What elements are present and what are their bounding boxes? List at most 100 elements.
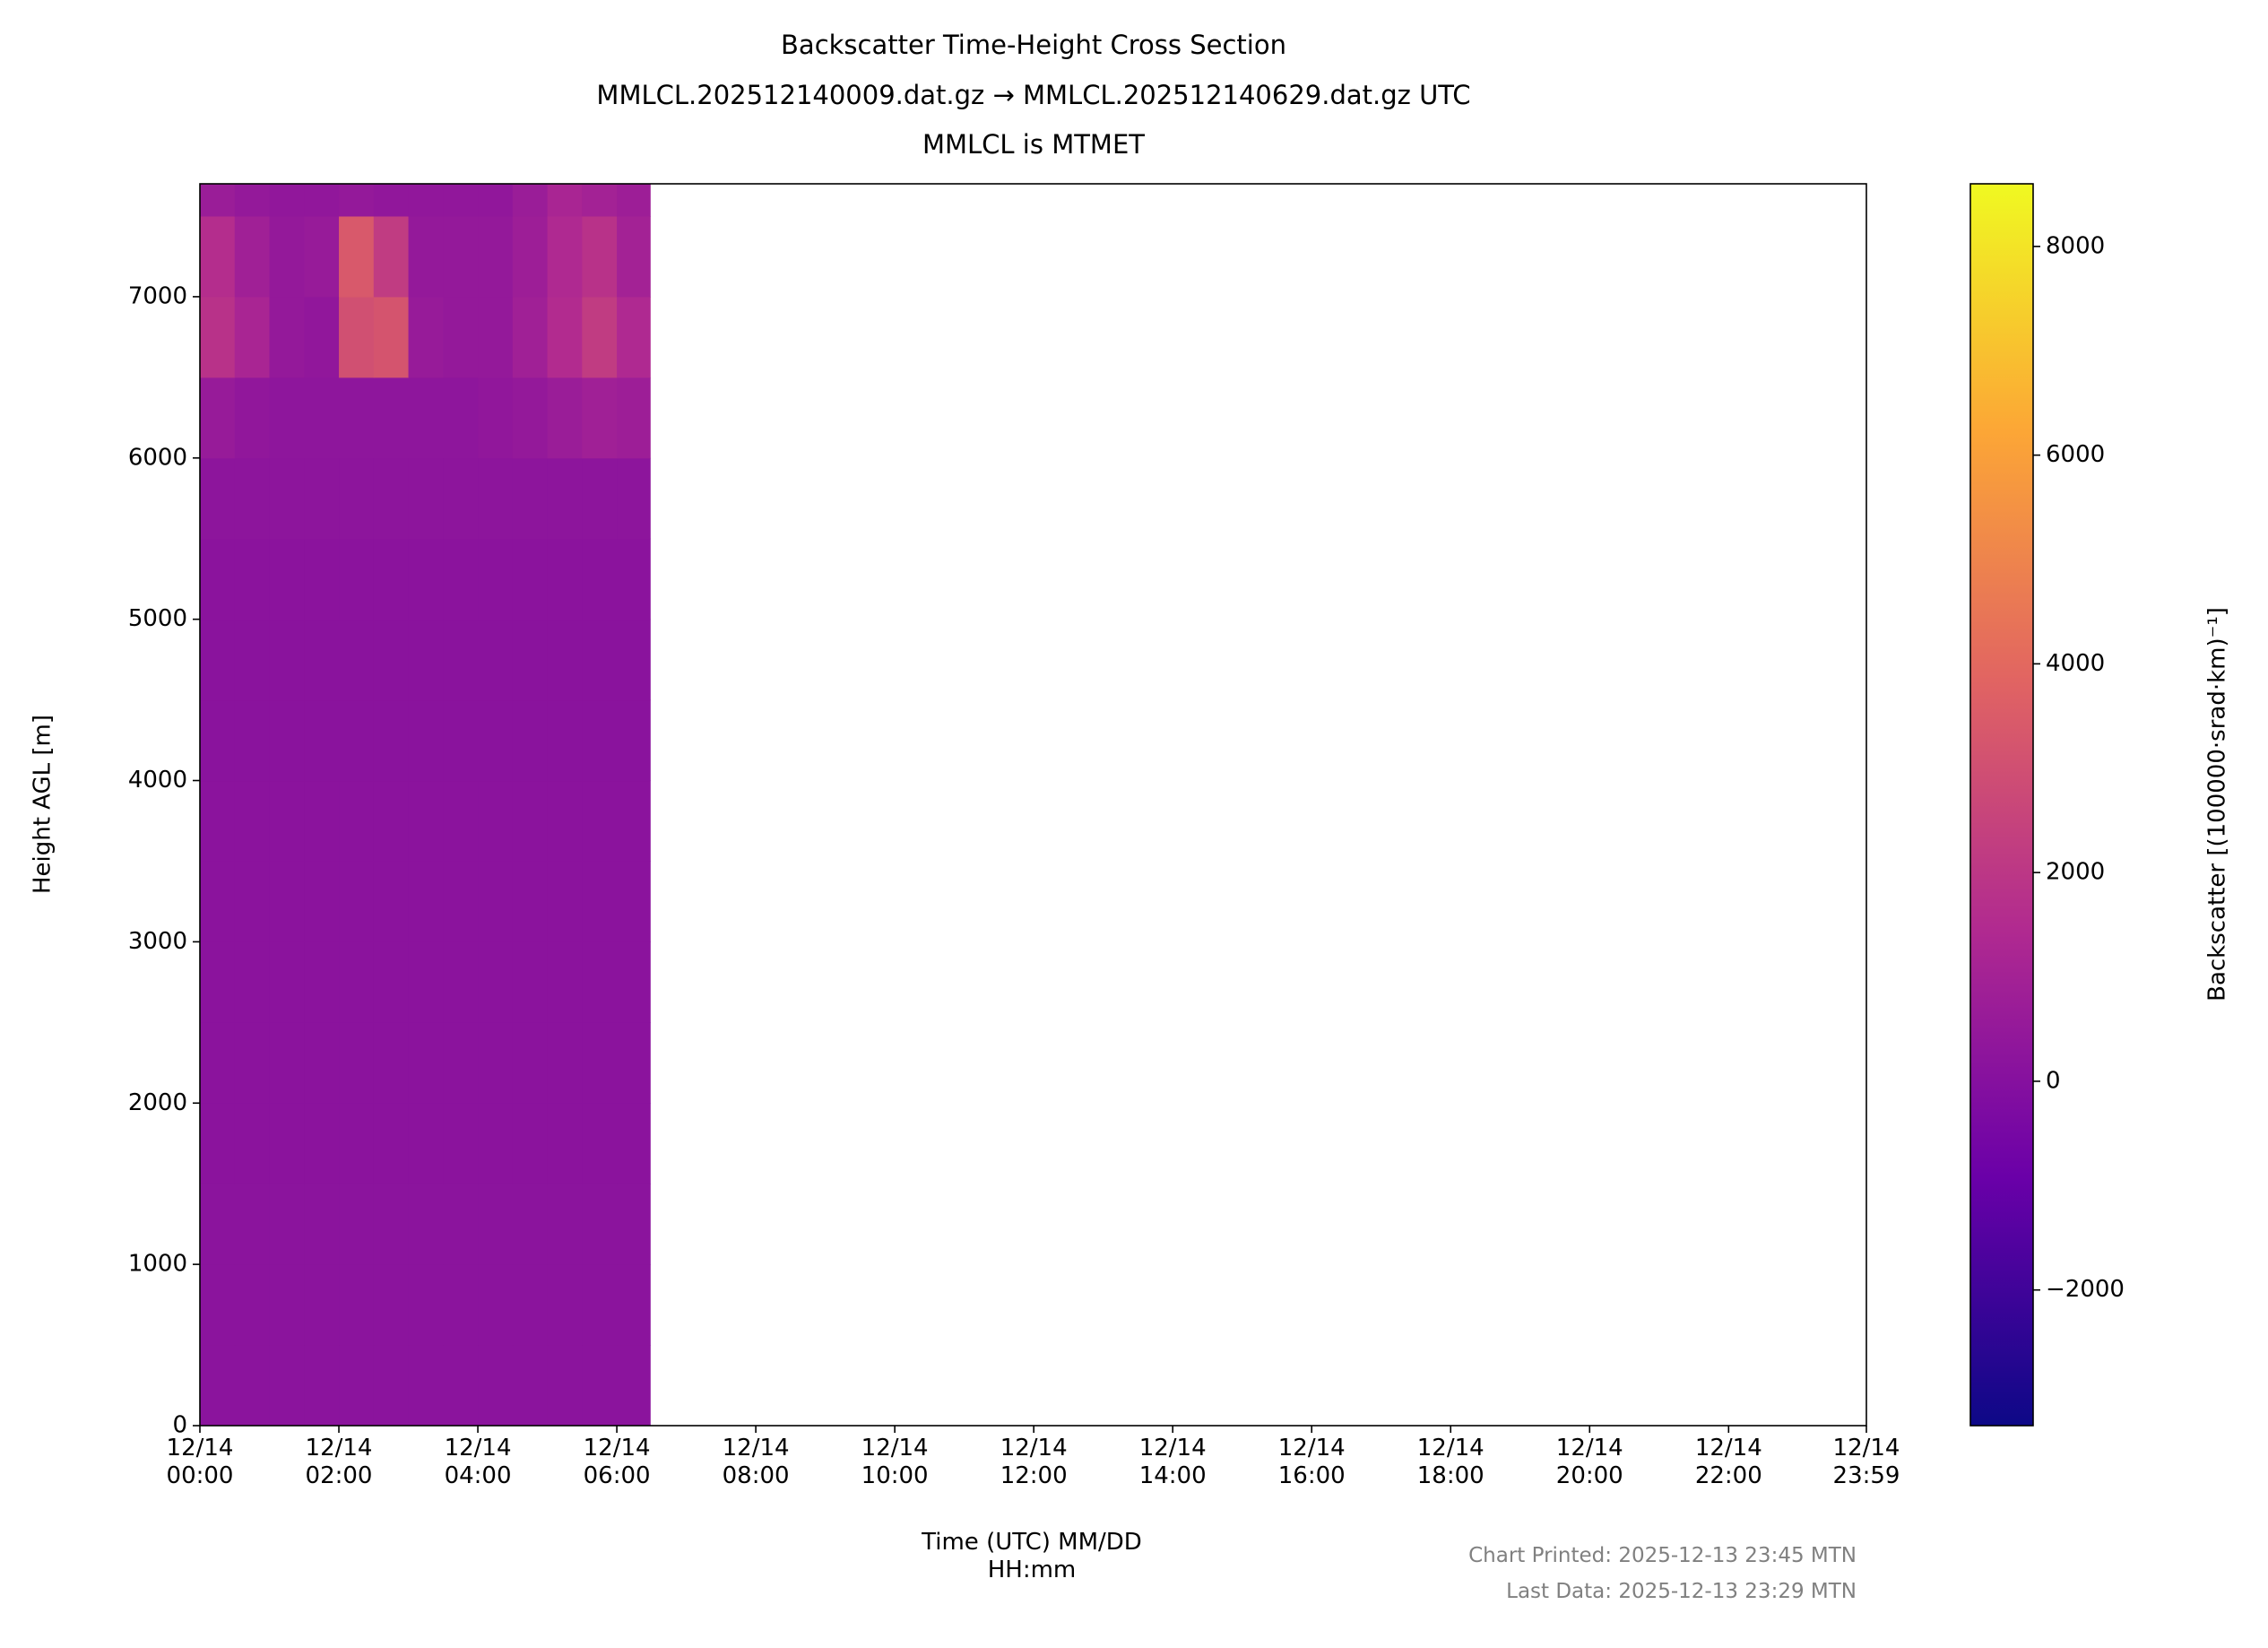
heatmap-cell	[582, 538, 618, 620]
heatmap-cell	[617, 941, 651, 1023]
heatmap-cell	[339, 377, 375, 459]
heatmap-cell	[200, 1103, 236, 1184]
heatmap-cell	[408, 457, 444, 540]
heatmap-cell	[373, 184, 410, 217]
heatmap-cell	[547, 184, 583, 217]
heatmap-cell	[478, 184, 514, 217]
y-tick-label: 1000	[128, 1251, 187, 1278]
heatmap-cell	[200, 1264, 236, 1346]
heatmap-cell	[582, 619, 618, 701]
heatmap-cell	[512, 184, 549, 217]
heatmap-cell	[443, 1184, 479, 1265]
heatmap-cell	[582, 296, 618, 378]
heatmap-cell	[443, 619, 479, 701]
heatmap-cell	[269, 941, 305, 1023]
heatmap-cell	[443, 861, 479, 942]
heatmap-cell	[269, 1022, 305, 1104]
heatmap-cell	[582, 1022, 618, 1104]
heatmap-cell	[617, 1022, 651, 1104]
heatmap-cell	[582, 457, 618, 540]
heatmap-cell	[269, 1184, 305, 1265]
heatmap-cell	[512, 861, 549, 942]
colorbar-tick-label: −2000	[2046, 1276, 2125, 1303]
heatmap-cell	[269, 780, 305, 862]
x-tick-label: 12/14 16:00	[1277, 1435, 1346, 1490]
heatmap-cell	[234, 941, 271, 1023]
y-tick-label: 6000	[128, 444, 187, 471]
heatmap-cell	[373, 861, 410, 942]
x-tick-label: 12/14 10:00	[861, 1435, 929, 1490]
heatmap-cell	[547, 215, 583, 298]
heatmap-cell	[234, 1345, 271, 1427]
heatmap-cell	[582, 941, 618, 1023]
heatmap-cell	[617, 699, 651, 782]
heatmap-cell	[443, 1103, 479, 1184]
heatmap-cell	[339, 619, 375, 701]
heatmap-cell	[304, 457, 340, 540]
heatmap-cell	[617, 215, 651, 298]
heatmap-cell	[582, 1184, 618, 1265]
heatmap-cell	[617, 377, 651, 459]
heatmap-cell	[339, 1103, 375, 1184]
heatmap-cell	[304, 699, 340, 782]
heatmap-cell	[617, 780, 651, 862]
heatmap-cell	[200, 699, 236, 782]
heatmap-cell	[234, 184, 271, 217]
x-tick-label: 12/14 22:00	[1694, 1435, 1762, 1490]
heatmap-cell	[512, 780, 549, 862]
heatmap-cell	[408, 941, 444, 1023]
heatmap-cell	[269, 377, 305, 459]
heatmap-cell	[339, 296, 375, 378]
heatmap-cell	[200, 1022, 236, 1104]
heatmap-cell	[617, 296, 651, 378]
heatmap-cell	[269, 1264, 305, 1346]
heatmap-cell	[200, 457, 236, 540]
heatmap-cell	[269, 184, 305, 217]
heatmap-cell	[234, 699, 271, 782]
heatmap-cell	[443, 1345, 479, 1427]
heatmap-cell	[200, 941, 236, 1023]
heatmap-cell	[408, 780, 444, 862]
heatmap-cell	[408, 538, 444, 620]
heatmap-cell	[478, 538, 514, 620]
y-tick-label: 7000	[128, 282, 187, 309]
heatmap-cell	[408, 699, 444, 782]
heatmap-cell	[443, 377, 479, 459]
heatmap-cell	[512, 377, 549, 459]
heatmap-cell	[373, 296, 410, 378]
heatmap-cell	[443, 780, 479, 862]
heatmap-cell	[443, 1022, 479, 1104]
heatmap-cell	[512, 296, 549, 378]
heatmap-cell	[547, 1264, 583, 1346]
y-axis-label: Height AGL [m]	[30, 715, 56, 894]
y-tick-label: 4000	[128, 767, 187, 794]
heatmap-cell	[339, 699, 375, 782]
y-tick-label: 3000	[128, 928, 187, 955]
heatmap-cell	[200, 619, 236, 701]
heatmap-cell	[234, 780, 271, 862]
heatmap-cell	[512, 1264, 549, 1346]
chart-subtitle: MMLCL is MTMET	[922, 129, 1145, 160]
heatmap-cell	[304, 861, 340, 942]
heatmap-cell	[234, 296, 271, 378]
heatmap-cell	[234, 619, 271, 701]
heatmap-cell	[304, 1022, 340, 1104]
heatmap-cell	[582, 780, 618, 862]
heatmap-cell	[408, 1103, 444, 1184]
x-axis-label: Time (UTC) MM/DD HH:mm	[922, 1529, 1142, 1584]
heatmap-cell	[200, 861, 236, 942]
heatmap-cell	[547, 538, 583, 620]
heatmap-cell	[617, 457, 651, 540]
heatmap-cell	[617, 619, 651, 701]
heatmap-cell	[582, 1264, 618, 1346]
heatmap-cell	[373, 457, 410, 540]
heatmap-cell	[547, 1345, 583, 1427]
heatmap-cell	[234, 377, 271, 459]
heatmap-cell	[304, 215, 340, 298]
heatmap-cell	[582, 215, 618, 298]
x-tick-label: 12/14 12:00	[1000, 1435, 1068, 1490]
heatmap-cell	[443, 215, 479, 298]
heatmap-cell	[408, 215, 444, 298]
